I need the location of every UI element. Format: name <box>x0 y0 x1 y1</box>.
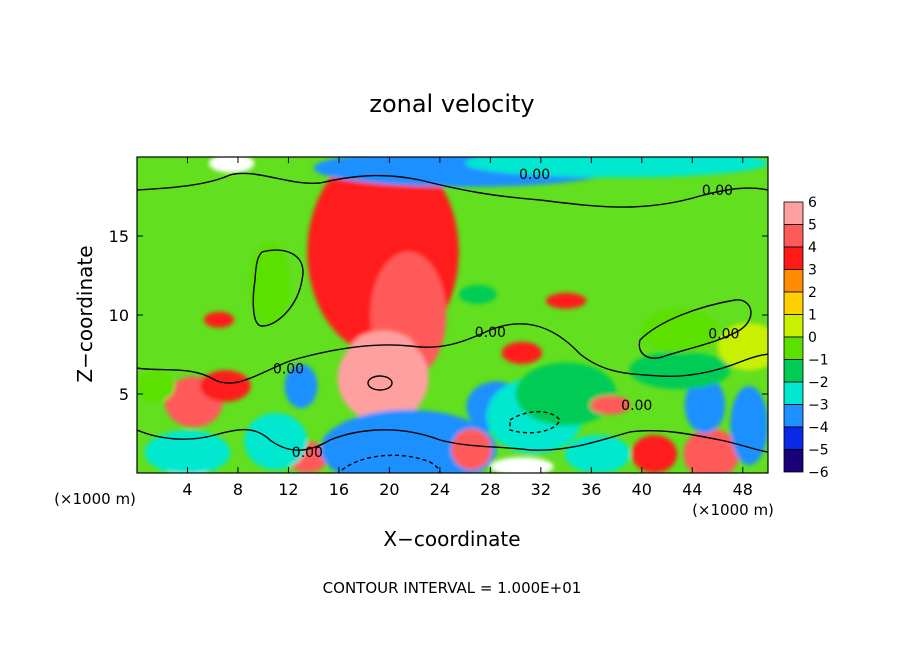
contour-loop-right <box>638 299 752 359</box>
colorbar-label-12: −6 <box>808 465 829 481</box>
x-tick-label-36: 36 <box>581 480 601 499</box>
field-feature-27 <box>683 428 739 473</box>
field-feature-35 <box>545 292 587 309</box>
colorbar-label-5: 1 <box>808 308 817 324</box>
colorbar-swatch-8 <box>783 381 804 405</box>
colorbar-swatch-10 <box>783 426 804 450</box>
contour-upper <box>137 172 768 208</box>
x-tick-label-20: 20 <box>379 480 399 499</box>
field-feature-42 <box>137 370 175 402</box>
y-axis-label: Z−coordinate <box>73 245 97 382</box>
y-tick-label-10: 10 <box>109 306 129 325</box>
colorbar-swatch-11 <box>783 449 804 473</box>
field-feature-32 <box>208 157 255 173</box>
field-feature-23 <box>590 395 631 415</box>
field-feature-34 <box>465 157 768 178</box>
colorbar-swatch-7 <box>783 359 804 383</box>
contour-middle <box>137 323 768 384</box>
field-feature-13 <box>144 430 231 473</box>
x-tick-label-48: 48 <box>733 480 753 499</box>
contour-label-2: 0.00 <box>475 325 506 341</box>
x-tick-label-4: 4 <box>182 480 192 499</box>
colorbar-swatch-0 <box>783 201 804 225</box>
field-feature-6 <box>350 330 416 369</box>
field-feature-30 <box>730 386 768 466</box>
field-feature-11 <box>320 409 497 473</box>
field-feature-24 <box>564 435 631 473</box>
contour-labels: 0.00 0.00 0.00 0.00 0.00 0.00 0.00 <box>273 167 740 461</box>
field-feature-20 <box>515 362 617 426</box>
contour-label-3: 0.00 <box>708 327 739 343</box>
field-feature-8 <box>200 370 251 402</box>
contour-loop-left <box>252 249 304 327</box>
colorbar-label-10: −4 <box>808 420 829 436</box>
colorbar: 6 5 4 3 2 1 0 −1 −2 −3 −4 −5 −6 <box>783 195 829 481</box>
field-feature-36 <box>501 341 543 364</box>
x-tick-label-32: 32 <box>531 480 551 499</box>
field-feature-41 <box>203 311 235 328</box>
colorbar-swatch-9 <box>783 404 804 428</box>
colorbar-label-0: 6 <box>808 195 817 211</box>
contour-lower <box>137 428 768 453</box>
colorbar-label-2: 4 <box>808 240 817 256</box>
contour-label-5: 0.00 <box>621 398 652 414</box>
colorbar-label-3: 3 <box>808 263 817 279</box>
field-feature-38 <box>249 242 290 325</box>
plot-area: 0.00 0.00 0.00 0.00 0.00 0.00 0.00 <box>137 157 768 473</box>
x-axis-label: X−coordinate <box>383 527 520 551</box>
x-axis-ticks: 4 8 12 16 20 24 28 32 36 40 44 48 <box>182 157 753 499</box>
x-tick-label-28: 28 <box>480 480 500 499</box>
colorbar-label-4: 2 <box>808 285 817 301</box>
colorbar-swatch-5 <box>783 314 804 338</box>
contour-ring-core <box>367 375 393 391</box>
field-feature-39 <box>641 308 718 353</box>
field-feature-15 <box>244 412 308 470</box>
x-tick-label-12: 12 <box>278 480 298 499</box>
y-tick-label-5: 5 <box>119 385 129 404</box>
y-tick-label-15: 15 <box>109 227 129 246</box>
contour-dashed-bottom <box>341 454 441 473</box>
field-feature-25 <box>631 435 678 473</box>
colorbar-label-9: −3 <box>808 398 829 414</box>
contour-label-6: 0.00 <box>292 445 323 461</box>
colorbar-swatch-4 <box>783 291 804 315</box>
colorbar-label-8: −2 <box>808 375 829 391</box>
chart-title: zonal velocity <box>369 90 534 118</box>
x-tick-label-24: 24 <box>430 480 450 499</box>
contour-label-1: 0.00 <box>702 183 733 199</box>
contour-interval-note: CONTOUR INTERVAL = 1.000E+01 <box>323 579 582 597</box>
field-feature-22 <box>451 428 492 470</box>
colorbar-swatch-1 <box>783 224 804 248</box>
colorbar-swatch-2 <box>783 246 804 270</box>
colorbar-label-6: 0 <box>808 330 817 346</box>
contour-label-4: 0.00 <box>273 361 304 377</box>
colorbar-swatch-6 <box>783 336 804 360</box>
colorbar-swatch-3 <box>783 269 804 293</box>
y-axis-ticks: 5 10 15 <box>109 227 768 404</box>
colorbar-label-7: −1 <box>808 353 829 369</box>
field-feature-31 <box>629 351 731 390</box>
field-feature-29 <box>684 376 726 434</box>
x-tick-label-8: 8 <box>233 480 243 499</box>
colorbar-label-11: −5 <box>808 443 829 459</box>
x-unit-right: (×1000 m) <box>692 501 774 519</box>
contour-lines <box>137 172 768 473</box>
contour-label-0: 0.00 <box>519 167 550 183</box>
x-tick-label-40: 40 <box>632 480 652 499</box>
x-tick-label-16: 16 <box>329 480 349 499</box>
contour-dashed-right <box>509 411 561 434</box>
colorbar-label-1: 5 <box>808 218 817 234</box>
x-tick-label-44: 44 <box>682 480 702 499</box>
x-unit-left: (×1000 m) <box>54 490 136 508</box>
field-feature-37 <box>458 284 497 304</box>
field-feature-14 <box>284 363 318 409</box>
field-feature-21 <box>490 457 554 473</box>
